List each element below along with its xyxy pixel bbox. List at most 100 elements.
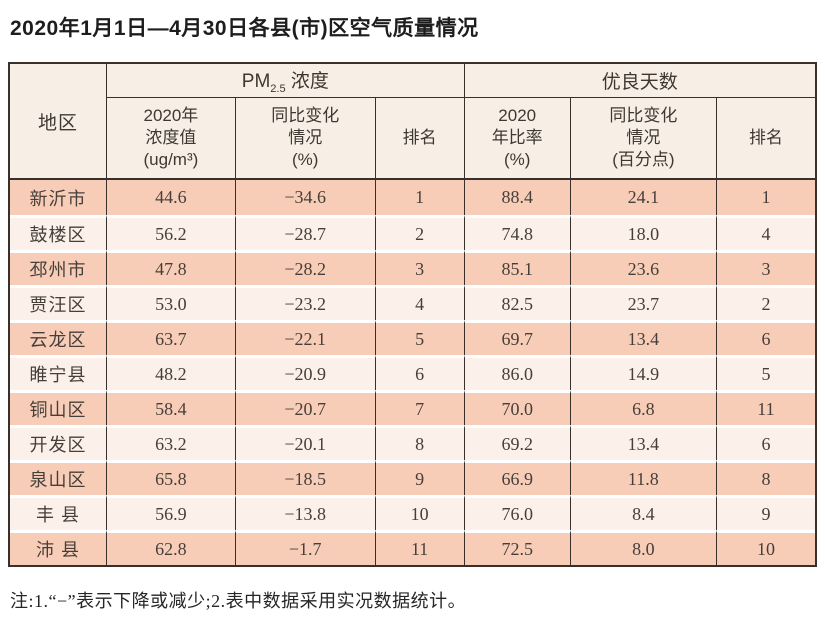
gooddays-change-cell: 8.0 <box>570 530 717 565</box>
gooddays-rank-cell: 11 <box>716 390 815 425</box>
pm25-value-cell: 63.2 <box>107 425 236 460</box>
gooddays-rank-cell: 6 <box>716 425 815 460</box>
table-row: 丰 县 56.9 −13.8 10 76.0 8.4 9 <box>10 495 815 530</box>
gooddays-ratio-cell: 72.5 <box>464 530 571 565</box>
gooddays-change-cell: 14.9 <box>570 355 717 390</box>
pm25-change-cell: −20.7 <box>235 390 376 425</box>
pm25-rank-cell: 4 <box>375 285 465 320</box>
region-cell: 鼓楼区 <box>10 215 108 250</box>
table-row: 鼓楼区 56.2 −28.7 2 74.8 18.0 4 <box>10 215 815 250</box>
gooddays-change-cell: 23.6 <box>570 250 717 285</box>
gooddays-rank-cell: 9 <box>716 495 815 530</box>
pm25-change-cell: −18.5 <box>235 460 376 495</box>
gooddays-change-cell: 18.0 <box>570 215 717 250</box>
region-cell: 新沂市 <box>10 180 108 215</box>
table-row: 贾汪区 53.0 −23.2 4 82.5 23.7 2 <box>10 285 815 320</box>
gooddays-change-cell: 6.8 <box>570 390 717 425</box>
table-row: 新沂市 44.6 −34.6 1 88.4 24.1 1 <box>10 180 815 215</box>
gooddays-ratio-cell: 69.7 <box>464 320 571 355</box>
gooddays-change-cell: 23.7 <box>570 285 717 320</box>
pm25-rank-cell: 11 <box>375 530 465 565</box>
pm25-rank-cell: 6 <box>375 355 465 390</box>
gooddays-ratio-cell: 85.1 <box>464 250 571 285</box>
region-cell: 开发区 <box>10 425 108 460</box>
table-header: 地区 PM2.5 浓度 优良天数 2020年 浓度值 (ug/m³) 同比变化 … <box>10 64 815 180</box>
region-cell: 邳州市 <box>10 250 108 285</box>
pm25-value-cell: 56.2 <box>107 215 236 250</box>
table-row: 铜山区 58.4 −20.7 7 70.0 6.8 11 <box>10 390 815 425</box>
gooddays-change-cell: 11.8 <box>570 460 717 495</box>
good-days-group-header: 优良天数 <box>464 64 815 98</box>
gooddays-rank-cell: 1 <box>716 180 815 215</box>
header-group-row: 地区 PM2.5 浓度 优良天数 <box>10 64 815 180</box>
header-sub-row: 2020年 浓度值 (ug/m³) 同比变化 情况 (%) 排名 2020 年比… <box>10 98 815 180</box>
gooddays-change-cell: 13.4 <box>570 320 717 355</box>
region-cell: 泉山区 <box>10 460 108 495</box>
footnote: 注:1.“−”表示下降或减少;2.表中数据采用实况数据统计。 <box>10 591 467 611</box>
pm25-rank-cell: 3 <box>375 250 465 285</box>
pm25-label-text: PM <box>241 71 271 93</box>
pm25-rank-cell: 1 <box>375 180 465 215</box>
pm25-change-cell: −34.6 <box>235 180 376 215</box>
gooddays-change-cell: 8.4 <box>570 495 717 530</box>
pm25-change-cell: −28.2 <box>235 250 376 285</box>
gooddays-ratio-cell: 82.5 <box>464 285 571 320</box>
gooddays-ratio-cell: 86.0 <box>464 355 571 390</box>
air-quality-table: 地区 PM2.5 浓度 优良天数 2020年 浓度值 (ug/m³) 同比变化 … <box>8 62 817 567</box>
gooddays-change-cell: 13.4 <box>570 425 717 460</box>
pm25-rank-cell: 2 <box>375 215 465 250</box>
pm25-rank-cell: 8 <box>375 425 465 460</box>
table-body: 新沂市 44.6 −34.6 1 88.4 24.1 1 鼓楼区 56.2 −28.7 2 74.8 1… <box>10 180 815 565</box>
gooddays-ratio-header: 2020 年比率 (%) <box>464 98 571 180</box>
table-row: 沛 县 62.8 −1.7 11 72.5 8.0 10 <box>10 530 815 565</box>
gooddays-ratio-cell: 69.2 <box>464 425 571 460</box>
table-row: 邳州市 47.8 −28.2 3 85.1 23.6 3 <box>10 250 815 285</box>
region-cell: 云龙区 <box>10 320 108 355</box>
pm25-change-cell: −20.9 <box>235 355 376 390</box>
gooddays-rank-cell: 4 <box>716 215 815 250</box>
gooddays-ratio-cell: 66.9 <box>464 460 571 495</box>
pm25-rank-cell: 10 <box>375 495 465 530</box>
pm25-value-header: 2020年 浓度值 (ug/m³) <box>107 98 236 180</box>
gooddays-change-cell: 24.1 <box>570 180 717 215</box>
pm25-change-cell: −20.1 <box>235 425 376 460</box>
gooddays-rank-cell: 6 <box>716 320 815 355</box>
pm25-value-cell: 53.0 <box>107 285 236 320</box>
pm25-change-cell: −22.1 <box>235 320 376 355</box>
region-cell: 沛 县 <box>10 530 108 565</box>
gooddays-ratio-cell: 76.0 <box>464 495 571 530</box>
pm25-group-header: PM2.5 浓度 <box>107 64 465 98</box>
gooddays-rank-header: 排名 <box>716 98 815 180</box>
pm25-rank-cell: 7 <box>375 390 465 425</box>
region-column-header: 地区 <box>10 64 108 180</box>
page-title: 2020年1月1日—4月30日各县(市)区空气质量情况 <box>10 17 479 40</box>
region-cell: 铜山区 <box>10 390 108 425</box>
pm25-value-cell: 48.2 <box>107 355 236 390</box>
region-cell: 丰 县 <box>10 495 108 530</box>
gooddays-rank-cell: 10 <box>716 530 815 565</box>
pm25-rank-cell: 5 <box>375 320 465 355</box>
pm25-change-cell: −23.2 <box>235 285 376 320</box>
gooddays-change-header: 同比变化 情况 (百分点) <box>570 98 717 180</box>
pm25-value-cell: 58.4 <box>107 390 236 425</box>
region-cell: 贾汪区 <box>10 285 108 320</box>
gooddays-rank-cell: 2 <box>716 285 815 320</box>
gooddays-rank-cell: 8 <box>716 460 815 495</box>
gooddays-rank-cell: 3 <box>716 250 815 285</box>
pm25-rank-cell: 9 <box>375 460 465 495</box>
pm25-value-cell: 62.8 <box>107 530 236 565</box>
pm25-subscript: 2.5 <box>270 82 286 95</box>
table-row: 泉山区 65.8 −18.5 9 66.9 11.8 8 <box>10 460 815 495</box>
gooddays-ratio-cell: 88.4 <box>464 180 571 215</box>
gooddays-rank-cell: 5 <box>716 355 815 390</box>
table-row: 睢宁县 48.2 −20.9 6 86.0 14.9 5 <box>10 355 815 390</box>
pm25-change-header: 同比变化 情况 (%) <box>235 98 376 180</box>
table-row: 云龙区 63.7 −22.1 5 69.7 13.4 6 <box>10 320 815 355</box>
table-row: 开发区 63.2 −20.1 8 69.2 13.4 6 <box>10 425 815 460</box>
pm25-change-cell: −13.8 <box>235 495 376 530</box>
pm25-value-cell: 56.9 <box>107 495 236 530</box>
pm25-value-cell: 47.8 <box>107 250 236 285</box>
pm25-value-cell: 65.8 <box>107 460 236 495</box>
gooddays-ratio-cell: 74.8 <box>464 215 571 250</box>
